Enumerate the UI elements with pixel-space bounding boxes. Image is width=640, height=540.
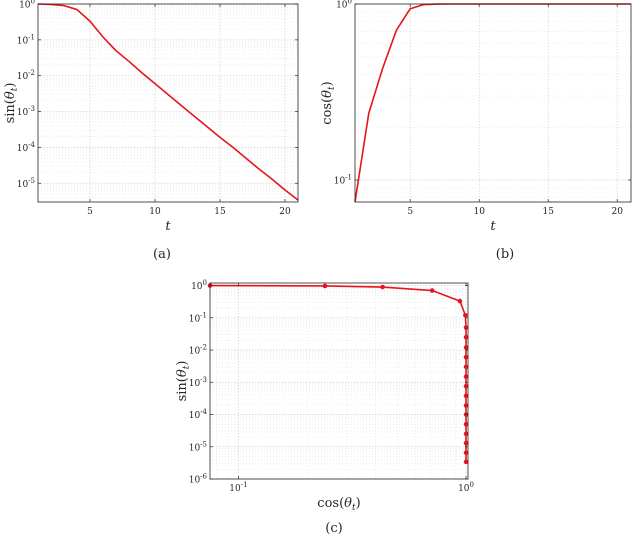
data-point xyxy=(463,354,469,360)
data-point xyxy=(463,403,469,408)
x-tick-label: 10 xyxy=(149,207,161,217)
y-tick-label: 10-1 xyxy=(334,174,352,187)
panel-caption: (b) xyxy=(496,247,514,262)
data-point xyxy=(463,459,469,465)
x-tick-label: 20 xyxy=(279,207,291,217)
y-tick-label: 10-5 xyxy=(189,440,207,453)
series-line xyxy=(37,3,299,201)
data-point xyxy=(463,421,469,427)
x-axis-label: t xyxy=(490,219,496,234)
y-tick-label: 10-4 xyxy=(17,141,36,154)
data-point xyxy=(463,345,469,350)
y-tick-label: 10-1 xyxy=(17,33,35,46)
y-tick-label: 10-3 xyxy=(189,376,207,389)
x-tick-label: 10 xyxy=(473,207,485,217)
y-tick-label: 10-5 xyxy=(17,177,35,190)
y-axis-label: sin(θt) xyxy=(3,83,20,124)
axes-box xyxy=(37,3,299,203)
plot-area xyxy=(355,4,631,202)
x-tick-label: 15 xyxy=(542,207,554,217)
x-tick-label: 15 xyxy=(214,207,226,217)
y-tick-label: 100 xyxy=(191,279,207,292)
y-axis-label: cos(θt) xyxy=(320,81,337,124)
data-point xyxy=(463,393,469,399)
x-tick-label: 5 xyxy=(87,207,93,217)
data-point xyxy=(463,374,469,379)
x-tick-label: 5 xyxy=(407,207,413,217)
data-point xyxy=(380,284,385,290)
data-point xyxy=(463,312,468,318)
data-point xyxy=(463,384,469,389)
data-point xyxy=(463,431,469,437)
plot-area xyxy=(210,283,468,479)
panel-caption: (a) xyxy=(153,247,171,262)
y-tick-label: 10-2 xyxy=(17,69,35,82)
data-point xyxy=(429,288,435,293)
x-axis-label: cos(θt) xyxy=(317,496,360,513)
panel-caption: (c) xyxy=(325,521,342,536)
data-point xyxy=(463,364,469,370)
data-point xyxy=(463,325,469,330)
data-point xyxy=(457,298,463,304)
x-axis-label: t xyxy=(165,219,171,234)
x-tick-label: 100 xyxy=(458,481,474,494)
y-tick-label: 10-4 xyxy=(189,408,208,421)
y-tick-label: 100 xyxy=(19,0,35,11)
y-tick-label: 10-3 xyxy=(17,105,35,118)
plot-area xyxy=(38,4,298,202)
x-tick-label: 10-1 xyxy=(229,481,247,494)
axes-box xyxy=(354,3,632,203)
data-point xyxy=(322,283,328,289)
chart-panel-1: 5 10 15 20 10-5 10-4 10-3 10-2 10-1 100 t sin(θt) (a… xyxy=(3,0,299,262)
y-axis-label: sin(θt) xyxy=(175,361,192,402)
y-tick-label: 10-6 xyxy=(189,473,208,486)
data-point xyxy=(463,440,469,446)
x-tick-label: 20 xyxy=(611,207,623,217)
y-tick-label: 10-1 xyxy=(189,311,207,324)
y-tick-label: 10-2 xyxy=(189,344,207,357)
data-point xyxy=(463,450,469,456)
chart-panel-3: 10-1 100 10-6 10-5 10-4 10-3 10-2 10-1 100 cos(θt… xyxy=(175,279,474,536)
axes-box xyxy=(209,282,469,480)
data-point xyxy=(463,334,469,340)
chart-panel-2: 5 10 15 20 10-1 100 t cos(θt) (b) xyxy=(320,0,632,262)
y-tick-label: 100 xyxy=(336,0,352,11)
